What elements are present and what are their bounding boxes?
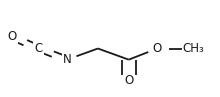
Text: CH₃: CH₃ <box>183 42 204 55</box>
Text: N: N <box>63 53 72 66</box>
Text: C: C <box>34 42 43 55</box>
Text: O: O <box>7 30 17 43</box>
Text: O: O <box>153 42 162 55</box>
Text: O: O <box>124 74 133 87</box>
